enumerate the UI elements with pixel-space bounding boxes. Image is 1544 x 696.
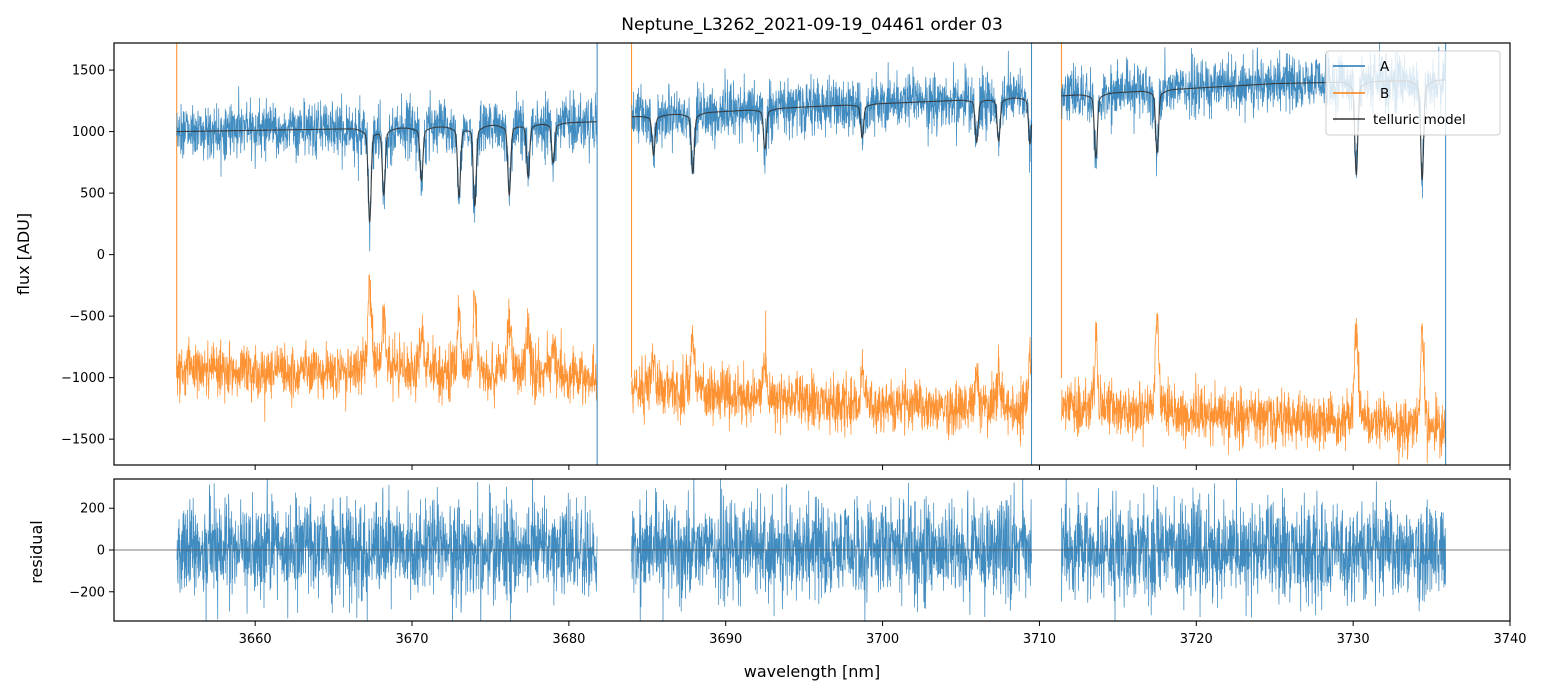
x-tick-label: 3680 [552, 632, 585, 647]
residual-line [176, 479, 598, 621]
flux-y-tick-label: 0 [97, 248, 105, 263]
legend-label-b: B [1380, 86, 1389, 102]
legend-label-telluric: telluric model [1373, 112, 1466, 128]
flux-y-tick-label: −500 [69, 310, 105, 325]
series-a-line [631, 50, 1032, 175]
x-tick-label: 3660 [239, 632, 272, 647]
residual-y-tick-label: −200 [69, 585, 105, 600]
residual-y-ticks: 200 0 −200 [69, 502, 114, 600]
flux-y-tick-label: 500 [80, 187, 105, 202]
x-axis-label: wavelength [nm] [744, 662, 881, 681]
residual-panel: 200 0 −200 3660 3670 3680 3690 3700 3710 3720 373… [27, 478, 1527, 681]
flux-y-tick-label: −1000 [61, 371, 105, 386]
flux-axes-frame [113, 42, 1511, 466]
flux-y-tick-label: −1500 [61, 433, 105, 448]
x-tick-label: 3710 [1023, 632, 1056, 647]
residual-line [631, 479, 1032, 621]
x-tick-label: 3690 [709, 632, 742, 647]
flux-plot-area [176, 43, 1447, 465]
telluric-model-line [176, 121, 598, 223]
residual-y-tick-label: 0 [97, 544, 105, 559]
series-b-line [631, 310, 1032, 447]
flux-y-axis-label: flux [ADU] [14, 213, 33, 295]
residual-line [1061, 479, 1447, 621]
residual-x-ticks: 3660 3670 3680 3690 3700 3710 3720 3730 3740 [239, 621, 1527, 647]
legend-box [1325, 50, 1501, 136]
legend-label-a: A [1380, 59, 1390, 75]
telluric-model-line [631, 97, 1033, 175]
residual-y-axis-label: residual [27, 520, 46, 583]
flux-y-tick-label: 1500 [72, 64, 105, 79]
flux-y-ticks: 1500 1000 500 0 −500 −1000 −1500 [61, 64, 114, 448]
flux-y-tick-label: 1000 [72, 125, 105, 140]
residual-plot-area [114, 479, 1510, 621]
residual-y-tick-label: 200 [80, 502, 105, 517]
series-a-line [176, 86, 598, 252]
x-tick-label: 3720 [1180, 632, 1213, 647]
flux-panel: 1500 1000 500 0 −500 −1000 −1500 flux [ADU] A … [14, 42, 1511, 470]
legend: A B telluric model [1325, 50, 1501, 136]
x-tick-label: 3740 [1493, 632, 1526, 647]
x-tick-label: 3730 [1337, 632, 1370, 647]
chart-title: Neptune_L3262_2021-09-19_04461 order 03 [621, 15, 1003, 35]
series-b-line [1061, 313, 1447, 465]
x-tick-label: 3700 [866, 632, 899, 647]
series-b-line [176, 274, 598, 422]
x-tick-label: 3670 [395, 632, 428, 647]
flux-x-ticks [254, 465, 1511, 470]
